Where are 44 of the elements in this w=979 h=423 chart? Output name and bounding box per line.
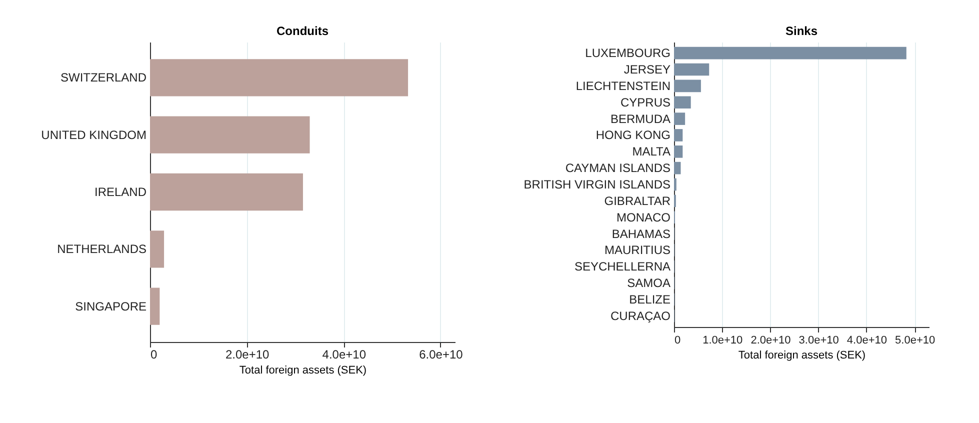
bar xyxy=(674,129,683,142)
bar xyxy=(674,112,686,125)
chart-title: Conduits xyxy=(276,24,329,38)
y-tick-label: MAURITIUS xyxy=(604,243,670,258)
y-tick-label: BELIZE xyxy=(629,292,670,306)
y-tick-label: BAHAMAS xyxy=(612,226,670,241)
bar xyxy=(674,80,701,92)
x-tick-label: 2.0e+10 xyxy=(750,334,791,346)
x-tick-label: 1.0e+10 xyxy=(702,334,743,346)
y-tick-label: HONG KONG xyxy=(596,128,670,142)
y-tick-label: SAMOA xyxy=(627,276,670,290)
bar xyxy=(674,145,683,158)
chart-title: Sinks xyxy=(785,24,818,38)
y-tick-label: MONACO xyxy=(616,210,670,224)
x-tick-label: 2.0e+10 xyxy=(225,348,270,362)
y-tick-label: JERSEY xyxy=(624,62,670,77)
x-axis-title: Total foreign assets (SEK) xyxy=(239,364,367,376)
y-tick-label: LIECHTENSTEIN xyxy=(576,78,670,93)
x-axis-title: Total foreign assets (SEK) xyxy=(738,350,866,362)
y-tick-label: BRITISH VIRGIN ISLANDS xyxy=(524,178,670,192)
y-tick-label: LUXEMBOURG xyxy=(585,46,670,60)
y-tick-label: CYPRUS xyxy=(620,95,670,110)
bar xyxy=(674,162,681,174)
bar xyxy=(674,96,691,109)
y-tick-label: NETHERLANDS xyxy=(57,242,146,256)
y-tick-label: IRELAND xyxy=(94,185,147,199)
x-tick-label: 4.0e+10 xyxy=(846,334,887,346)
y-tick-label: GIBRALTAR xyxy=(604,194,671,208)
y-tick-label: SEYCHELLERNA xyxy=(574,260,670,274)
x-tick-label: 3.0e+10 xyxy=(798,334,839,346)
y-tick-label: BERMUDA xyxy=(610,112,670,126)
y-tick-label: SINGAPORE xyxy=(75,299,146,314)
y-tick-label: UNITED KINGDOM xyxy=(41,128,146,142)
y-tick-label: MALTA xyxy=(632,144,670,159)
y-tick-label: CAYMAN ISLANDS xyxy=(565,161,670,176)
x-tick-label: 0 xyxy=(674,334,681,346)
x-tick-label: 0 xyxy=(150,348,158,362)
bar xyxy=(674,63,710,76)
x-tick-label: 6.0e+10 xyxy=(419,348,464,362)
y-tick-label: SWITZERLAND xyxy=(60,70,147,85)
y-tick-label: CURAÇAO xyxy=(610,308,670,323)
x-tick-label: 4.0e+10 xyxy=(322,348,366,362)
x-tick-label: 5.0e+10 xyxy=(895,334,936,346)
bar xyxy=(674,46,906,60)
